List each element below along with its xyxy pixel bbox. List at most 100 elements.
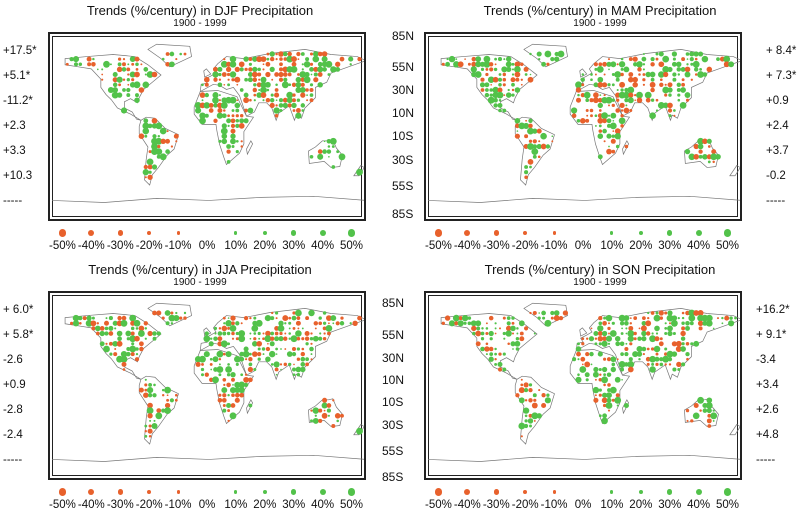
trend-dot [601,112,608,120]
trend-dot [230,128,236,134]
trend-value: -2.4 [3,429,23,441]
trend-dot [318,418,323,423]
trend-dot [310,342,313,345]
trend-dot [690,62,694,66]
trend-dot [199,112,206,119]
trend-dot [122,62,126,67]
trend-dot [598,414,602,418]
trend-dot [144,337,147,340]
trend-dot [706,418,712,424]
trend-dot [151,117,158,124]
panel-djf: Trends (%/century) in DJF Precipitation … [0,0,400,258]
trend-dot [152,393,157,398]
trend-dot [301,68,304,71]
legend-increase-dot [723,488,732,496]
trend-dot [226,72,231,77]
trend-dot [218,358,222,361]
trend-dot [349,322,352,325]
trend-dot [217,331,223,336]
trend-dot [129,314,137,322]
trend-dot [646,362,650,366]
trend-dot [659,82,664,87]
trend-dot [282,102,288,109]
trend-dot [208,341,214,347]
trend-dot [650,98,655,102]
trend-dot [279,62,283,67]
trend-dot [598,129,603,133]
trend-dot [147,123,153,129]
trend-dot [322,336,327,341]
trend-dot [698,326,703,331]
trend-dot [95,325,101,332]
trend-dot [638,73,641,76]
trend-dot [666,314,674,322]
trend-dot [625,332,628,335]
trend-dot [348,56,354,62]
trend-dot [537,155,541,159]
trend-dot [271,78,274,81]
trend-dot [668,363,672,366]
trend-dot [627,86,635,94]
trend-dot [309,337,314,341]
trend-dot [523,382,529,388]
trend-dot [471,56,477,62]
trend-dot [222,377,227,382]
trend-dot [295,108,301,113]
trend-dot [637,67,642,72]
legend-label: 20% [629,240,653,252]
trend-dot [511,93,515,97]
trend-dot [278,336,284,342]
trend-dot [252,77,258,82]
trend-dot [503,337,506,340]
trend-dot [300,52,305,56]
trend-dot [663,71,669,78]
trend-dot [322,397,328,403]
trend-dot [310,419,313,423]
trend-dot [257,72,262,77]
legend-label: -30% [482,240,510,252]
trend-dot [686,357,689,361]
trend-dot [671,351,678,357]
trend-dot [275,347,278,351]
trend-dot [616,404,619,407]
trend-dot [538,57,541,61]
trend-dot [627,335,634,342]
trend-dot [461,314,469,322]
trend-dot [226,373,231,377]
trend-dot [632,351,639,358]
trend-dot [256,82,262,88]
trend-dot [616,88,619,92]
trend-dot [260,81,267,88]
lat-label: 30N [392,83,415,97]
trend-dot [266,88,270,92]
trend-dot [589,98,594,103]
trend-dot [511,68,515,71]
trend-dot [258,78,261,81]
trend-value: -3.4 [756,354,776,366]
panel-mam: Trends (%/century) in MAM Precipitation … [400,0,800,258]
trend-dot [485,72,489,77]
trend-dot [173,133,179,139]
trend-dot [664,322,667,325]
trend-dot [313,72,318,77]
trend-dot [252,341,258,347]
trend-dot [103,345,110,353]
trend-dot [216,112,224,119]
trend-dot [602,413,608,419]
legend-label: 40% [687,499,711,511]
trend-dot [201,373,204,377]
trend-dot [309,93,314,97]
trend-dot [252,351,258,357]
trend-dot [615,341,621,347]
trend-dot [475,56,482,62]
trend-dot [318,321,323,326]
trend-dot [318,336,323,341]
trend-dot [253,93,257,97]
trend-dot [99,330,105,337]
trend-dot [597,81,604,88]
trend-dot [594,73,597,76]
trend-value: +17.5* [3,45,37,57]
trend-dot [585,378,589,382]
trend-dot [706,408,712,414]
trend-dot [498,352,502,356]
